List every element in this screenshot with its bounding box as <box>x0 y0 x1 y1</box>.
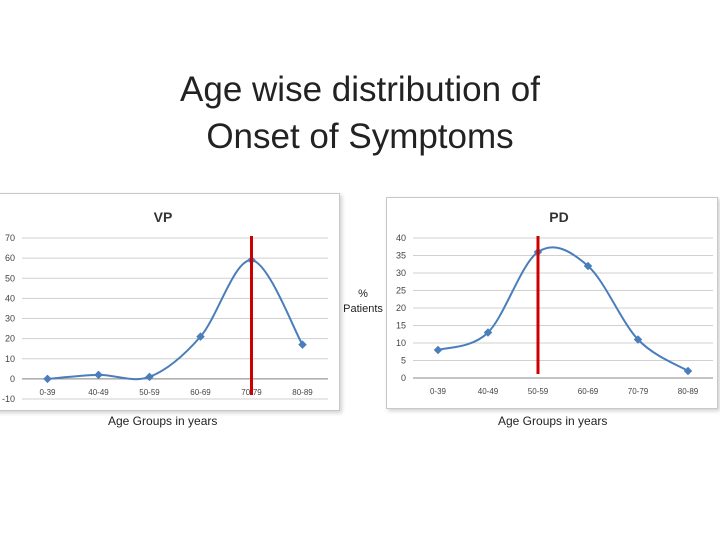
y-tick-label: 20 <box>5 334 15 344</box>
data-point <box>145 372 154 382</box>
vp-chart: VP-100102030405060700-3940-4950-5960-697… <box>2 209 328 404</box>
x-tick-label: 80-89 <box>292 388 313 397</box>
y-tick-label: 40 <box>5 293 15 303</box>
data-point <box>196 332 205 341</box>
y-tick-label: 30 <box>5 314 15 324</box>
data-point <box>94 370 103 380</box>
x-axis-caption-left: Age Groups in years <box>108 414 218 428</box>
y-tick-label: 60 <box>5 253 15 263</box>
chart-title: VP <box>154 209 173 225</box>
x-tick-label: 60-69 <box>578 387 599 396</box>
x-tick-label: 70-79 <box>628 387 649 396</box>
chart-title: PD <box>549 209 568 225</box>
data-point <box>433 345 443 355</box>
data-point <box>683 366 693 376</box>
slide-title-line-1: Age wise distribution of <box>180 70 540 109</box>
x-tick-label: 40-49 <box>478 387 499 396</box>
x-tick-label: 40-49 <box>88 388 109 397</box>
x-tick-label: 80-89 <box>678 387 699 396</box>
y-tick-label: 10 <box>5 354 15 364</box>
y-tick-label: 15 <box>396 321 406 331</box>
y-tick-label: 30 <box>396 268 406 278</box>
pd-chart-panel: PD 0 5 10 15 20 25 30 35 40 0-39 40-49 50-59 60-69 70-… <box>386 197 718 409</box>
y-tick-label: 35 <box>396 251 406 261</box>
y-tick-label: 0 <box>10 374 15 384</box>
data-point <box>633 335 643 344</box>
y-axis-caption-line-1: % <box>358 288 368 300</box>
vp-chart-panel: VP-100102030405060700-3940-4950-5960-697… <box>0 193 340 411</box>
slide-title: Age wise distribution of Onset of Sympto… <box>0 66 720 160</box>
y-tick-label: -10 <box>2 394 15 404</box>
y-tick-label: 10 <box>396 338 406 348</box>
y-tick-label: 25 <box>396 286 406 296</box>
x-tick-label: 0-39 <box>430 387 447 396</box>
pd-chart: PD 0 5 10 15 20 25 30 35 40 0-39 40-49 50-59 60-69 70-… <box>396 209 713 396</box>
x-tick-label: 0-39 <box>39 388 56 397</box>
y-tick-label: 70 <box>5 233 15 243</box>
series-line <box>437 246 689 372</box>
y-tick-label: 5 <box>401 356 406 366</box>
y-axis-caption-line-2: Patients <box>343 303 383 315</box>
x-axis-caption-right: Age Groups in years <box>498 414 608 428</box>
y-tick-label: 40 <box>396 233 406 243</box>
y-tick-label: 20 <box>396 303 406 313</box>
data-point <box>483 328 493 337</box>
y-tick-label: 0 <box>401 373 406 383</box>
x-tick-label: 50-59 <box>528 387 549 396</box>
y-axis-caption: % Patients <box>336 287 390 317</box>
y-tick-label: 50 <box>5 273 15 283</box>
x-tick-label: 50-59 <box>139 388 160 397</box>
data-point <box>43 374 52 384</box>
data-point <box>583 261 593 271</box>
slide-title-line-2: Onset of Symptoms <box>206 117 514 156</box>
data-point <box>298 340 307 349</box>
x-tick-label: 60-69 <box>190 388 211 397</box>
